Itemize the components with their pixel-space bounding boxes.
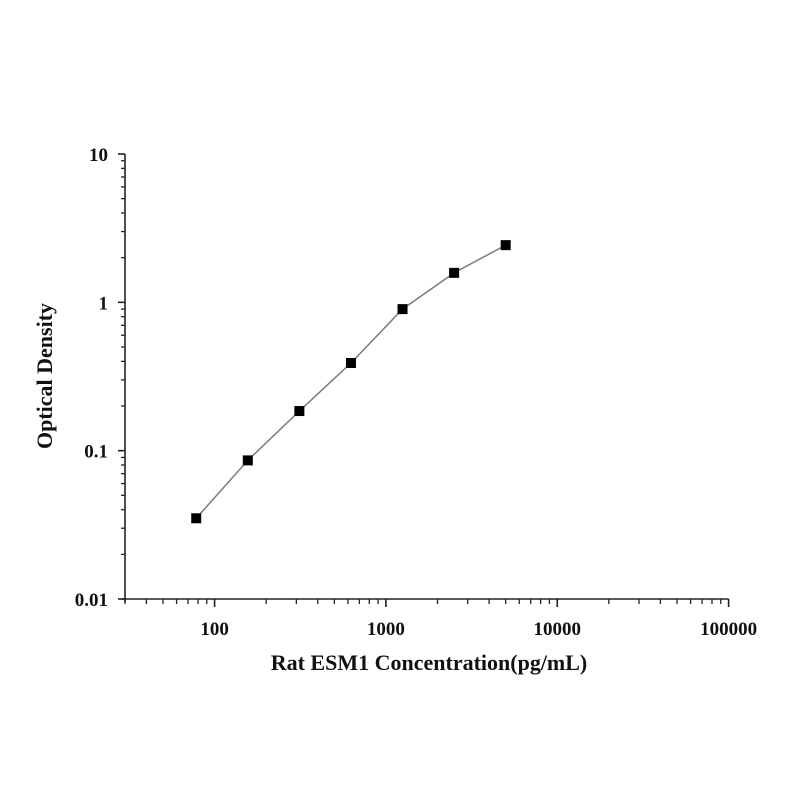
x-tick-label: 1000 bbox=[367, 619, 405, 640]
data-series bbox=[191, 240, 511, 524]
data-point-marker bbox=[397, 304, 408, 315]
x-tick-label: 100000 bbox=[700, 619, 757, 640]
y-tick-label: 0.01 bbox=[75, 590, 108, 611]
x-axis: 100 1000 10000 100000 bbox=[122, 598, 757, 640]
data-point-marker bbox=[345, 357, 356, 368]
y-tick-label: 1 bbox=[99, 293, 109, 314]
data-point-marker bbox=[500, 240, 511, 251]
x-axis-title: Rat ESM1 Concentration(pg/mL) bbox=[271, 650, 588, 675]
data-point-marker bbox=[191, 513, 202, 524]
y-tick-label: 0.1 bbox=[84, 442, 108, 463]
curve-line bbox=[195, 244, 507, 519]
y-axis-title: Optical Density bbox=[32, 303, 57, 449]
x-tick-label: 10000 bbox=[534, 619, 582, 640]
y-axis: 0.01 0.1 1 10 bbox=[75, 145, 126, 611]
x-tick-label: 100 bbox=[200, 619, 229, 640]
y-tick-label: 10 bbox=[89, 145, 108, 166]
data-point-marker bbox=[449, 267, 460, 278]
data-point-marker bbox=[294, 406, 305, 417]
data-point-marker bbox=[242, 455, 253, 466]
